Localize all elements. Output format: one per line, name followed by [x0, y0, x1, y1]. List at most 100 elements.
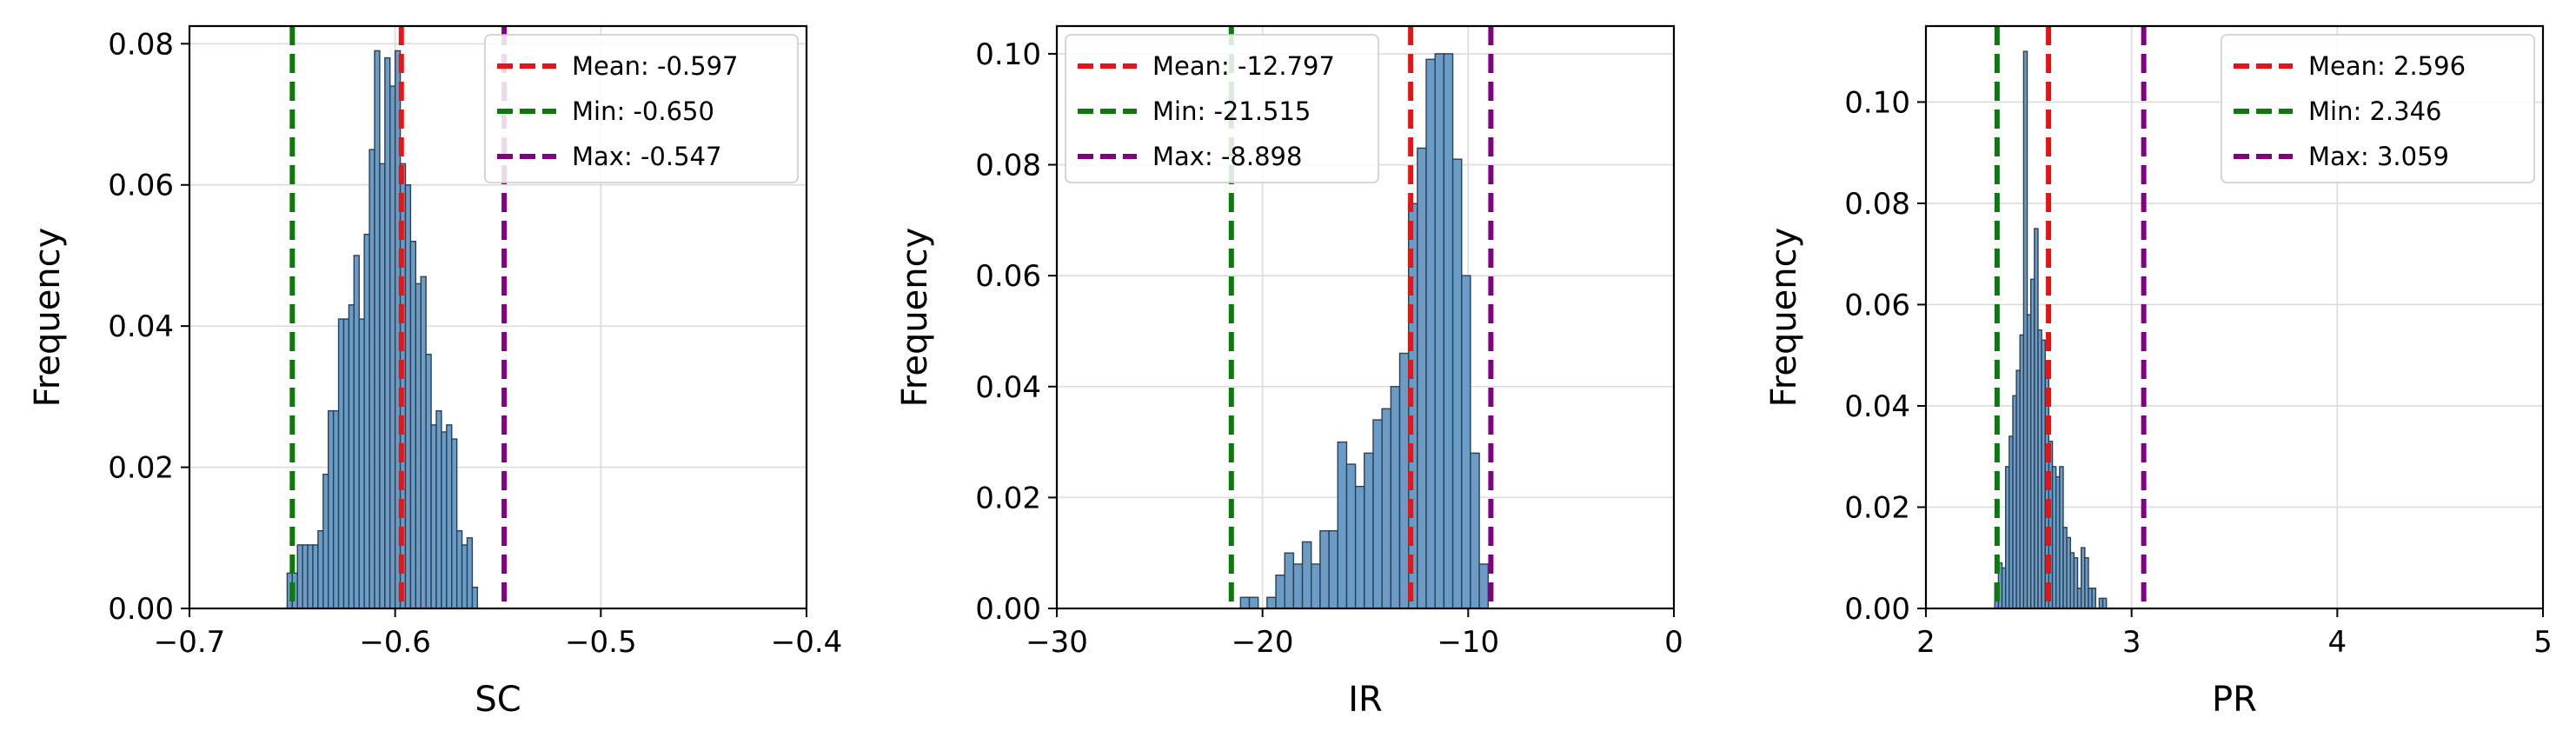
- histogram-bar: [1398, 352, 1410, 609]
- histogram-bar: [312, 544, 319, 609]
- histogram-bar: [425, 353, 432, 609]
- legend: Mean: -0.597 Min: -0.650 Max: -0.547: [484, 34, 799, 183]
- x-axis-label: SC: [475, 680, 521, 720]
- y-tick-label: 0.08: [1844, 187, 1910, 222]
- histogram-bar: [435, 409, 442, 609]
- legend-entry: Mean: -0.597: [572, 51, 739, 81]
- legend-entry: Max: -0.547: [572, 142, 721, 171]
- histogram-bar: [1364, 452, 1374, 609]
- histogram-bar: [394, 50, 402, 609]
- histogram-bar: [342, 318, 350, 609]
- histogram-bar: [322, 473, 329, 609]
- y-tick-label: 0.08: [108, 27, 174, 62]
- histogram-bar: [337, 318, 345, 609]
- histogram-bar: [451, 438, 458, 609]
- plot-frame: [188, 24, 808, 610]
- histogram-bar: [1345, 463, 1357, 609]
- histogram-bar: [415, 282, 422, 609]
- histogram-bar: [404, 184, 412, 609]
- legend-box: [2221, 34, 2535, 183]
- x-tick-label: 2: [1916, 625, 1935, 660]
- histogram-bar: [332, 409, 340, 609]
- histogram-bar: [1381, 408, 1392, 609]
- plot-frame: [1055, 24, 1676, 610]
- histogram-bar: [1417, 147, 1427, 609]
- legend-entry: Mean: -12.797: [1152, 51, 1335, 81]
- plot-frame: [1924, 24, 2545, 610]
- histogram-bar: [368, 149, 375, 609]
- y-axis-label: Frequency: [28, 228, 68, 408]
- legend-entry: Max: 3.059: [2308, 142, 2449, 171]
- x-tick-label: 0: [1664, 625, 1683, 660]
- legend-entry: Min: -21.515: [1152, 96, 1311, 126]
- histogram-bar: [409, 240, 417, 609]
- histogram-bar: [1354, 485, 1365, 609]
- histogram-bar: [1425, 58, 1436, 609]
- histogram-bar: [2101, 597, 2108, 609]
- legend-entry: Min: -0.650: [572, 96, 714, 126]
- histogram-bar: [1239, 596, 1251, 609]
- histogram-bar: [348, 304, 355, 609]
- y-tick-label: 0.08: [975, 149, 1041, 183]
- histogram-bar: [430, 424, 437, 609]
- histogram-bar: [353, 255, 360, 609]
- x-tick-label: 3: [2122, 625, 2141, 660]
- histogram-bar: [389, 85, 396, 609]
- histogram-bar: [302, 544, 309, 609]
- x-tick-label: −20: [1232, 625, 1294, 660]
- histogram-bar: [1390, 386, 1401, 609]
- histogram-bar: [461, 544, 468, 609]
- histogram-bar: [466, 537, 474, 609]
- histogram-bar: [1328, 529, 1338, 609]
- histogram-bar: [1275, 575, 1285, 609]
- y-tick-label: 0.04: [975, 370, 1041, 405]
- histogram-bar: [1311, 563, 1321, 609]
- legend: Mean: -12.797 Min: -21.515 Max: -8.898: [1065, 34, 1379, 183]
- y-tick-label: 0.10: [975, 37, 1041, 72]
- legend: Mean: 2.596 Min: 2.346 Max: 3.059: [2221, 34, 2535, 183]
- histogram-panel-sc: −0.7 −0.6 −0.5 −0.4 0.00 0.02 0.04 0.06 0.08 SC Fr…: [28, 24, 842, 720]
- histogram-bar: [363, 233, 370, 609]
- histogram-bar: [374, 50, 381, 609]
- y-tick-label: 0.00: [975, 592, 1041, 627]
- histogram-bar: [1443, 53, 1454, 609]
- histogram-bar: [1248, 596, 1259, 609]
- histogram-panel-ir: −30 −20 −10 0 0.00 0.02 0.04 0.06 0.08 0.10 IR Freq…: [895, 24, 1683, 720]
- x-tick-label: −0.6: [359, 625, 431, 660]
- y-tick-label: 0.02: [975, 481, 1041, 515]
- histogram-bar: [1319, 529, 1330, 609]
- histogram-bar: [1284, 552, 1295, 609]
- y-tick-label: 0.02: [108, 451, 174, 486]
- histogram-bar: [358, 318, 365, 609]
- histogram-bar: [1301, 541, 1312, 609]
- y-tick-label: 0.00: [1844, 592, 1910, 627]
- y-tick-label: 0.02: [1844, 490, 1910, 525]
- x-axis-label: PR: [2212, 680, 2257, 720]
- histogram-bar: [441, 431, 448, 609]
- histogram-bar: [1266, 596, 1277, 609]
- histogram-bar: [1292, 563, 1304, 609]
- histogram-bar: [379, 163, 386, 609]
- y-tick-label: 0.06: [975, 259, 1041, 294]
- x-tick-label: −30: [1026, 625, 1088, 660]
- legend-entry: Mean: 2.596: [2308, 51, 2466, 81]
- x-tick-label: 5: [2533, 625, 2553, 660]
- y-tick-label: 0.00: [108, 592, 174, 627]
- histogram-bar: [455, 529, 463, 609]
- legend-box: [484, 34, 799, 183]
- histogram-bar: [420, 276, 427, 609]
- y-tick-label: 0.10: [1844, 85, 1910, 120]
- histogram-bar: [1434, 53, 1445, 609]
- histogram-bar: [328, 409, 335, 609]
- histogram-bar: [471, 586, 479, 609]
- x-axis-label: IR: [1348, 680, 1383, 720]
- histogram-bar: [307, 544, 314, 609]
- legend-box: [1065, 34, 1379, 183]
- y-axis-label: Frequency: [1764, 228, 1804, 408]
- histogram-bar: [317, 529, 324, 609]
- legend-entry: Min: 2.346: [2308, 96, 2441, 126]
- x-tick-label: −10: [1437, 625, 1499, 660]
- histogram-bar: [1372, 419, 1383, 609]
- y-axis-label: Frequency: [895, 228, 935, 408]
